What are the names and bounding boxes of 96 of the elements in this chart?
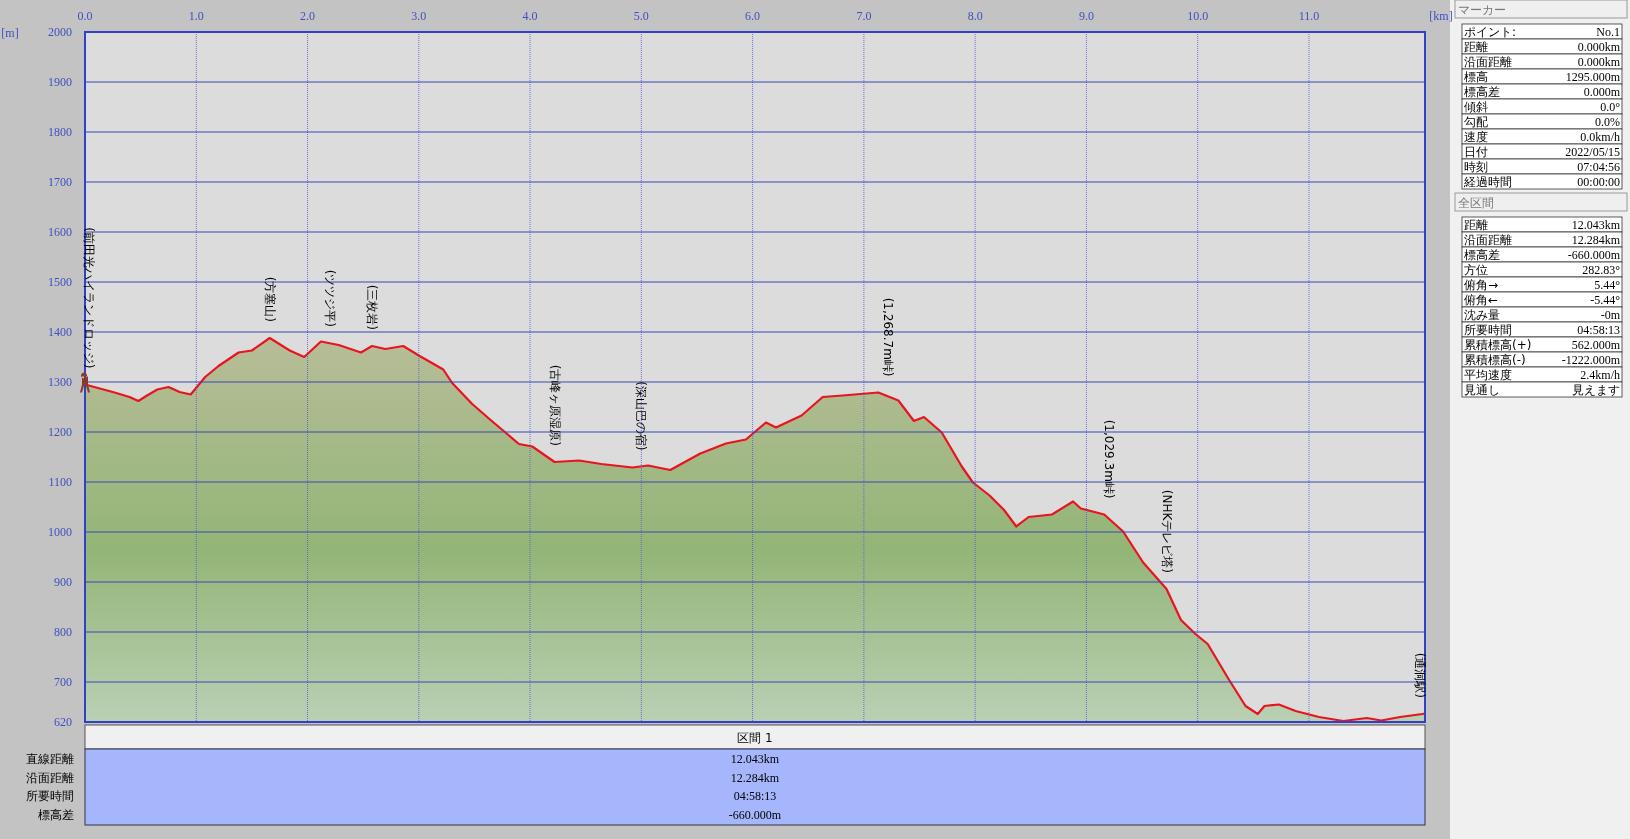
text: 282.83° — [1582, 263, 1621, 277]
text: 12.043km — [1571, 218, 1621, 232]
text: -660.000m — [728, 807, 782, 822]
text: 速度 — [1464, 130, 1488, 144]
text: 2022/05/15 — [1565, 145, 1620, 159]
annotation: (古峰ヶ原湿原) — [547, 364, 562, 446]
text: 標高差 — [1464, 248, 1500, 262]
text: -5.44° — [1590, 293, 1621, 307]
y-tick-label: 900 — [54, 575, 72, 589]
text: 見通し — [1464, 383, 1500, 397]
text: 04:58:13 — [1577, 323, 1620, 337]
text: 区間 1 — [737, 731, 773, 745]
text: 所要時間 — [26, 789, 74, 803]
text: 1295.000m — [1565, 70, 1621, 84]
text: 標高差 — [38, 807, 74, 822]
y-tick-label: 1200 — [48, 425, 72, 439]
annotation: (通洞駅) — [1413, 652, 1428, 698]
y-tick-label: 1900 — [48, 75, 72, 89]
y-tick-label: 1100 — [48, 475, 72, 489]
annotation: (方塞山) — [262, 276, 277, 322]
x-tick-label: 6.0 — [745, 9, 761, 23]
x-axis-title: [km] — [1429, 9, 1453, 23]
text: 時刻 — [1464, 160, 1488, 174]
text: 0.000m — [1583, 85, 1621, 99]
x-tick-label: 0.0 — [77, 9, 93, 23]
text: 方位 — [1464, 263, 1488, 277]
annotation: (NHKテレビ塔) — [1159, 489, 1174, 573]
x-tick-label: 11.0 — [1298, 9, 1320, 23]
text: -0m — [1600, 308, 1621, 322]
text: 直線距離 — [26, 752, 74, 766]
text: 0.0km/h — [1580, 130, 1620, 144]
x-tick-label: 8.0 — [967, 9, 983, 23]
text: 平均速度 — [1464, 368, 1512, 382]
text: 5.44° — [1594, 278, 1621, 292]
x-tick-label: 10.0 — [1187, 9, 1209, 23]
text: 所要時間 — [1464, 323, 1512, 337]
text: 沿面距離 — [1464, 55, 1512, 69]
y-tick-label: 2000 — [48, 25, 72, 39]
text: 経過時間 — [1463, 175, 1512, 189]
text: 0.0% — [1595, 115, 1620, 129]
text: 沈み量 — [1464, 308, 1500, 322]
text: ポイント: — [1464, 25, 1517, 39]
x-tick-label: 3.0 — [411, 9, 427, 23]
y-tick-label: 1400 — [48, 325, 72, 339]
text: 12.284km — [730, 770, 780, 785]
y-axis-title: [m] — [1, 26, 19, 40]
text: 12.043km — [730, 752, 780, 766]
x-tick-label: 7.0 — [856, 9, 872, 23]
annotation: (1,029.3m峠) — [1101, 419, 1116, 499]
text: 標高 — [1464, 70, 1488, 84]
text: 07:04:56 — [1577, 160, 1620, 174]
x-tick-label: 9.0 — [1078, 9, 1094, 23]
text: 0.0° — [1600, 100, 1621, 114]
text: -660.000m — [1567, 248, 1621, 262]
text: 俯角→ — [1464, 278, 1499, 292]
text: 累積標高(+) — [1464, 338, 1532, 352]
y-tick-label: 1600 — [48, 225, 72, 239]
text: 勾配 — [1464, 115, 1488, 129]
text: 俯角← — [1464, 293, 1499, 307]
y-tick-label: 1700 — [48, 175, 72, 189]
y-tick-label: 800 — [54, 625, 72, 639]
text: 距離 — [1464, 218, 1488, 232]
y-tick-label: 1500 — [48, 275, 72, 289]
text: No.1 — [1596, 25, 1620, 39]
annotation: (深山巴の宿) — [634, 381, 649, 451]
text: 12.284km — [1571, 233, 1621, 247]
annotation: (ツツジ平) — [322, 269, 337, 327]
text: 日付 — [1464, 145, 1488, 159]
x-tick-label: 5.0 — [633, 9, 649, 23]
annotation: (前田光ハイランドロッジ) — [82, 227, 96, 369]
y-tick-label: 620 — [54, 715, 72, 729]
text: マーカー — [1458, 3, 1506, 17]
text: 距離 — [1464, 40, 1488, 54]
y-tick-label: 1800 — [48, 125, 72, 139]
x-tick-label: 4.0 — [522, 9, 538, 23]
annotation: (1,268.7m峠) — [881, 297, 896, 377]
text: 00:00:00 — [1577, 175, 1620, 189]
text: 沿面距離 — [26, 770, 74, 785]
text: 04:58:13 — [733, 789, 777, 803]
text: 0.000km — [1577, 40, 1621, 54]
x-tick-label: 1.0 — [188, 9, 204, 23]
text: 標高差 — [1464, 85, 1500, 99]
y-tick-label: 700 — [54, 675, 72, 689]
text: 562.000m — [1571, 338, 1621, 352]
text: 全区間 — [1458, 196, 1494, 210]
text: 0.000km — [1577, 55, 1621, 69]
text: 見えます — [1572, 383, 1620, 397]
y-tick-label: 1000 — [48, 525, 72, 539]
text: -1222.000m — [1561, 353, 1621, 367]
text: 傾斜 — [1464, 100, 1488, 114]
y-tick-label: 1300 — [48, 375, 72, 389]
annotation: (三枚岩) — [365, 284, 380, 330]
text: 2.4km/h — [1580, 368, 1620, 382]
text: 沿面距離 — [1464, 233, 1512, 247]
text: 累積標高(-) — [1464, 353, 1526, 367]
x-tick-label: 2.0 — [300, 9, 316, 23]
